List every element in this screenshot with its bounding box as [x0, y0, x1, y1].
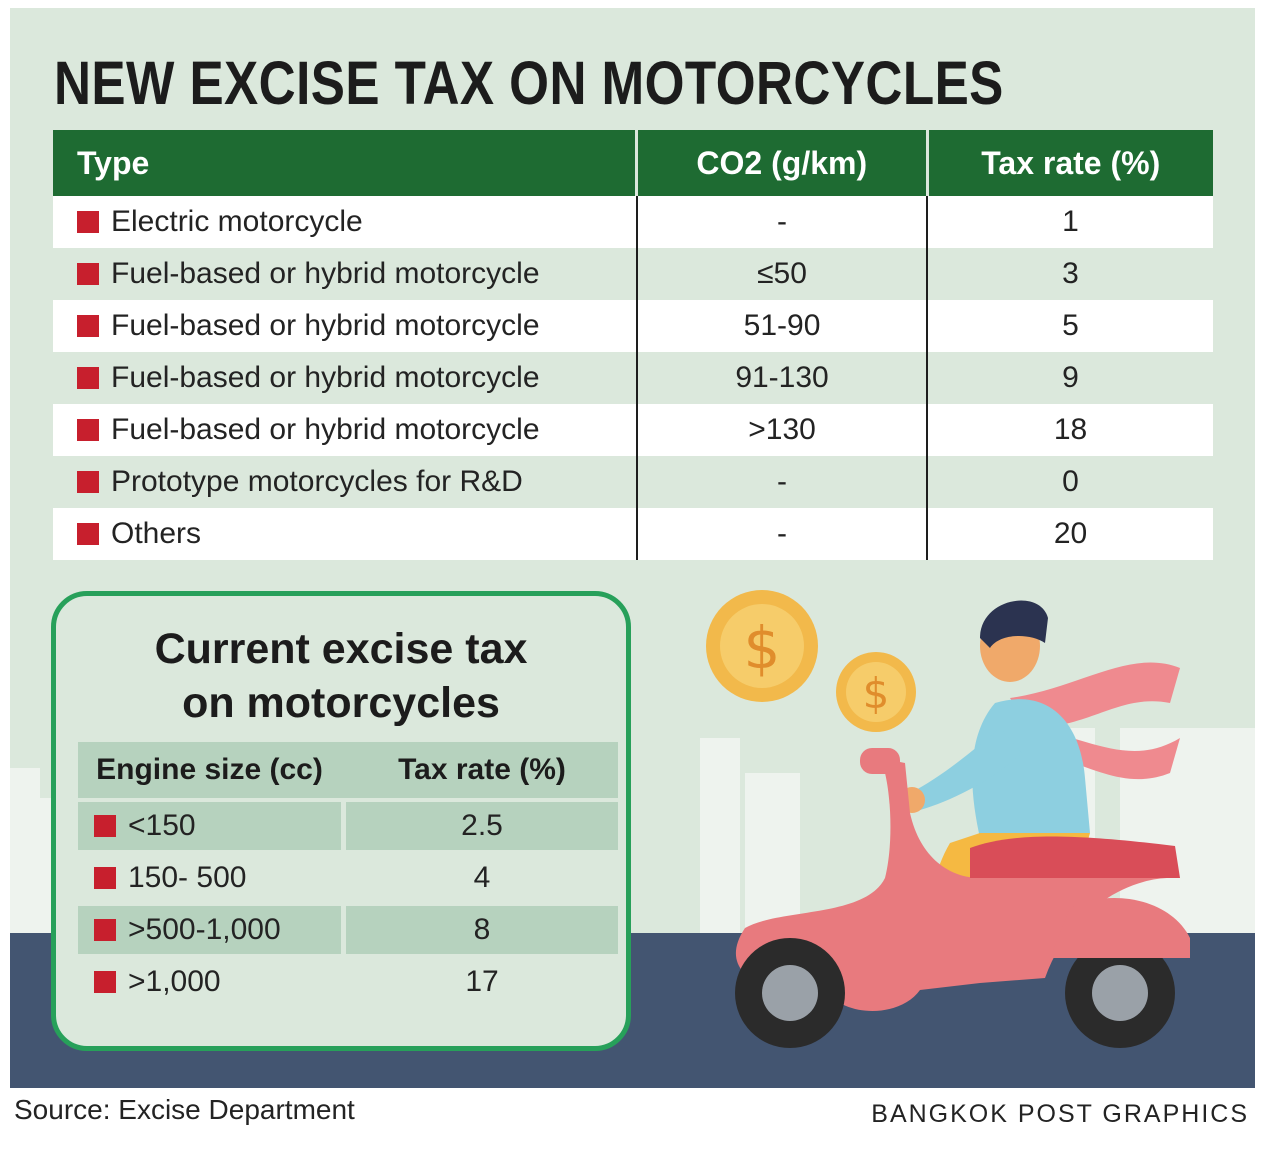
- table-row: <150 2.5: [78, 802, 618, 850]
- col-header-tax-rate: Tax rate (%): [925, 130, 1213, 196]
- current-tax-box: Current excise tax on motorcycles Engine…: [51, 591, 631, 1051]
- cell-tax-rate: 18: [926, 404, 1213, 456]
- new-tax-table-header: Type CO2 (g/km) Tax rate (%): [53, 130, 1213, 196]
- svg-text:$: $: [863, 669, 890, 718]
- cell-type: Fuel-based or hybrid motorcycle: [111, 309, 540, 342]
- bullet-square-icon: [77, 471, 99, 493]
- cell-co2: 51-90: [636, 300, 926, 352]
- current-tax-title-line-2: on motorcycles: [182, 679, 500, 727]
- table-row: >500-1,000 8: [78, 906, 618, 954]
- bullet-square-icon: [94, 815, 116, 837]
- new-tax-table: Type CO2 (g/km) Tax rate (%) Electric mo…: [53, 130, 1213, 560]
- table-row: 150- 500 4: [78, 854, 618, 902]
- col-header-co2: CO2 (g/km): [635, 130, 925, 196]
- cell-co2: ≤50: [636, 248, 926, 300]
- cell-engine-size: <150: [128, 809, 196, 842]
- table-row: Fuel-based or hybrid motorcycle 91-130 9: [53, 352, 1213, 404]
- cell-tax-rate: 5: [926, 300, 1213, 352]
- bullet-square-icon: [94, 971, 116, 993]
- current-tax-title-line-1: Current excise tax: [154, 625, 528, 673]
- cell-engine-size: >1,000: [128, 965, 221, 998]
- cell-tax-rate: 2.5: [346, 802, 618, 850]
- cell-tax-rate: 0: [926, 456, 1213, 508]
- bullet-square-icon: [94, 919, 116, 941]
- cell-tax-rate: 17: [346, 958, 618, 1006]
- cell-tax-rate: 8: [346, 906, 618, 954]
- cell-engine-size: 150- 500: [128, 861, 247, 894]
- col-header-tax-rate: Tax rate (%): [398, 753, 566, 786]
- source-note: Source: Excise Department: [14, 1094, 355, 1125]
- cell-tax-rate: 9: [926, 352, 1213, 404]
- bullet-square-icon: [94, 867, 116, 889]
- cell-type: Fuel-based or hybrid motorcycle: [111, 257, 540, 290]
- cell-engine-size: >500-1,000: [128, 913, 281, 946]
- col-header-type: Type: [77, 144, 150, 181]
- new-tax-table-body: Electric motorcycle - 1 Fuel-based or hy…: [53, 196, 1213, 560]
- bullet-square-icon: [77, 367, 99, 389]
- svg-text:$: $: [744, 614, 781, 682]
- cell-tax-rate: 1: [926, 196, 1213, 248]
- current-tax-table: Engine size (cc) Tax rate (%) <150 2.5 1…: [78, 742, 618, 1006]
- coin-icon: $: [706, 590, 818, 702]
- cell-type: Fuel-based or hybrid motorcycle: [111, 413, 540, 446]
- table-row: Fuel-based or hybrid motorcycle ≤50 3: [53, 248, 1213, 300]
- bullet-square-icon: [77, 315, 99, 337]
- cell-co2: >130: [636, 404, 926, 456]
- cell-co2: -: [636, 508, 926, 560]
- infographic-panel: NEW EXCISE TAX ON MOTORCYCLES Type CO2 (…: [10, 8, 1255, 1088]
- cell-co2: 91-130: [636, 352, 926, 404]
- col-header-engine-size: Engine size (cc): [96, 753, 323, 786]
- cell-tax-rate: 4: [346, 854, 618, 902]
- cell-co2: -: [636, 456, 926, 508]
- credit-line: BANGKOK POST GRAPHICS: [871, 1100, 1249, 1128]
- cell-tax-rate: 3: [926, 248, 1213, 300]
- table-row: Fuel-based or hybrid motorcycle >130 18: [53, 404, 1213, 456]
- table-row: Prototype motorcycles for R&D - 0: [53, 456, 1213, 508]
- current-tax-table-header: Engine size (cc) Tax rate (%): [78, 742, 618, 798]
- table-row: >1,000 17: [78, 958, 618, 1006]
- cell-co2: -: [636, 196, 926, 248]
- table-row: Electric motorcycle - 1: [53, 196, 1213, 248]
- cell-tax-rate: 20: [926, 508, 1213, 560]
- cell-type: Electric motorcycle: [111, 205, 363, 238]
- current-tax-table-body: <150 2.5 150- 500 4 >500-1,000 8 >1,000 …: [78, 802, 618, 1006]
- coin-icon: $: [836, 652, 916, 732]
- table-row: Fuel-based or hybrid motorcycle 51-90 5: [53, 300, 1213, 352]
- bullet-square-icon: [77, 523, 99, 545]
- bullet-square-icon: [77, 263, 99, 285]
- bullet-square-icon: [77, 211, 99, 233]
- cell-type: Prototype motorcycles for R&D: [111, 465, 523, 498]
- cell-type: Fuel-based or hybrid motorcycle: [111, 361, 540, 394]
- bullet-square-icon: [77, 419, 99, 441]
- cell-type: Others: [111, 517, 202, 550]
- current-tax-title: Current excise tax on motorcycles: [56, 622, 626, 730]
- page-title: NEW EXCISE TAX ON MOTORCYCLES: [54, 49, 1004, 117]
- scooter-rider-illustration: $ $: [706, 590, 1190, 1048]
- table-row: Others - 20: [53, 508, 1213, 560]
